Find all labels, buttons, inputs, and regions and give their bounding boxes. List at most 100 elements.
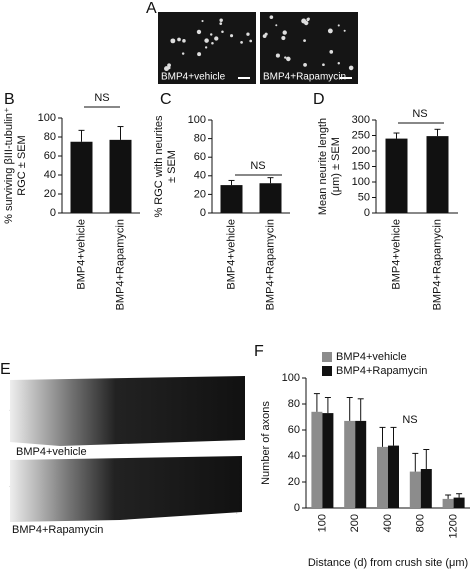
annotation: NS — [412, 108, 427, 120]
cell — [201, 19, 204, 23]
y-tick-label: 50 — [358, 191, 370, 203]
cell — [246, 32, 250, 36]
bar — [426, 136, 449, 213]
y-tick-label: 60 — [44, 150, 56, 162]
bar — [453, 497, 465, 508]
nerve-image — [10, 376, 245, 446]
image-caption: BMP4+vehicle — [16, 446, 87, 458]
panel-label: A — [146, 0, 157, 17]
cell — [303, 62, 307, 67]
cell — [327, 28, 333, 34]
y-tick-label: 0 — [364, 207, 370, 219]
y-axis-label: % surviving βIII-tubulin⁺ — [3, 107, 15, 224]
cell — [286, 56, 291, 62]
y-tick-label: 60 — [194, 151, 206, 163]
image-caption: BMP4+vehicle — [161, 72, 226, 83]
x-axis-label: Distance (d) from crush site (μm) — [308, 557, 468, 569]
cell — [269, 15, 274, 19]
image-caption: BMP4+Rapamycin — [263, 72, 346, 83]
cell — [230, 34, 234, 38]
y-axis-label: Number of axons — [260, 401, 272, 485]
y-tick-label: 100 — [38, 112, 56, 124]
y-tick-label: 0 — [294, 502, 300, 514]
x-tick-label: 400 — [382, 514, 394, 532]
bar — [409, 471, 421, 508]
bar — [377, 446, 388, 508]
y-axis-label: RGC ± SEM — [16, 135, 28, 195]
y-tick-label: 40 — [194, 170, 206, 182]
cell — [329, 50, 334, 54]
x-tick-label: BMP4+Rapamycin — [431, 219, 443, 310]
cell — [337, 24, 340, 27]
y-tick-label: 0 — [200, 207, 206, 219]
x-tick-label: 1200 — [448, 514, 460, 538]
cell — [170, 38, 176, 44]
cell — [337, 62, 340, 65]
cell — [182, 39, 186, 43]
bar — [344, 420, 356, 508]
cell — [197, 52, 202, 57]
bar — [388, 445, 399, 508]
y-tick-label: 100 — [282, 372, 300, 384]
cell — [262, 34, 267, 39]
panel-label: E — [0, 361, 11, 378]
cell — [348, 65, 354, 71]
y-tick-label: 80 — [288, 398, 300, 410]
panel-label: C — [160, 91, 172, 108]
cell — [281, 36, 286, 41]
x-tick-label: BMP4+Rapamycin — [264, 219, 276, 310]
y-tick-label: 300 — [352, 114, 370, 126]
y-tick-label: 20 — [288, 476, 300, 488]
cell — [210, 33, 213, 36]
cell — [304, 20, 309, 26]
cell — [306, 18, 310, 22]
legend-swatch — [322, 352, 332, 362]
cell — [343, 29, 346, 32]
x-tick-label: 200 — [349, 514, 361, 532]
y-tick-label: 20 — [44, 188, 56, 200]
x-tick-label: BMP4+Rapamycin — [114, 219, 126, 310]
bar — [355, 420, 367, 508]
bar — [109, 139, 132, 213]
bar — [385, 138, 408, 213]
panel-label: B — [4, 91, 15, 108]
cell — [177, 37, 181, 42]
speckle — [236, 512, 238, 514]
bar — [220, 185, 243, 213]
bar — [322, 413, 334, 508]
annotation: NS — [94, 92, 109, 104]
cell — [164, 66, 169, 72]
y-tick-label: 150 — [352, 160, 370, 172]
legend-swatch — [322, 366, 332, 376]
cell — [221, 30, 224, 33]
cell — [322, 63, 325, 67]
cell — [219, 18, 223, 23]
x-tick-label: 100 — [316, 514, 328, 532]
y-tick-label: 60 — [288, 424, 300, 436]
cell — [204, 38, 209, 43]
legend-label: BMP4+Rapamycin — [336, 365, 427, 377]
x-tick-label: 800 — [415, 514, 427, 532]
y-axis-label: ± SEM — [166, 150, 178, 183]
y-tick-label: 20 — [194, 188, 206, 200]
cell — [275, 53, 280, 58]
cell — [249, 39, 253, 43]
cell — [282, 30, 287, 35]
y-axis-label: Mean neurite length — [317, 118, 329, 215]
x-tick-label: BMP4+vehicle — [75, 219, 87, 290]
cell — [219, 22, 223, 25]
cell — [284, 56, 287, 59]
micrograph — [260, 12, 358, 84]
x-tick-label: BMP4+vehicle — [390, 219, 402, 290]
cell — [211, 42, 214, 45]
panel-label: D — [313, 91, 325, 108]
y-tick-label: 250 — [352, 129, 370, 141]
image-caption: BMP4+Rapamycin — [12, 524, 103, 536]
cell — [167, 66, 171, 70]
annotation: NS — [250, 160, 265, 172]
cell — [240, 41, 243, 44]
nerve-image — [10, 456, 242, 522]
legend-label: BMP4+vehicle — [336, 351, 407, 363]
bar — [70, 141, 93, 213]
